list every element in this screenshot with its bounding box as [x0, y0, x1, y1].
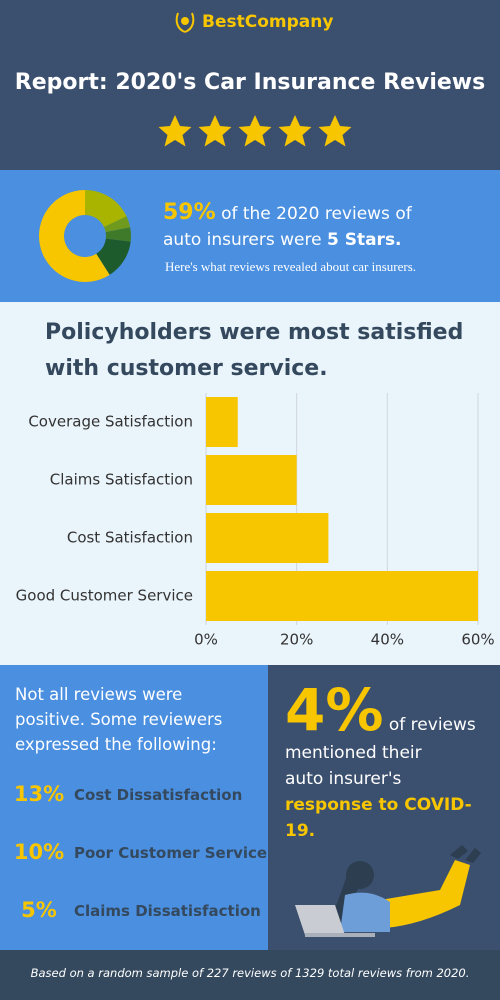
covid-text: 4% of reviews mentioned their auto insur…	[285, 680, 500, 844]
hero-percent: 59%	[163, 200, 216, 225]
donut-slice	[105, 227, 131, 242]
covid-line: auto insurer's	[285, 769, 402, 789]
heading-line: with	[45, 356, 100, 381]
x-tick-label: 40%	[371, 631, 404, 649]
hero-sub: Here's what reviews revealed about car i…	[165, 259, 417, 274]
hero-bold: 5 Stars.	[326, 230, 402, 250]
laptop	[295, 905, 345, 935]
x-tick-label: 0%	[194, 631, 218, 649]
footer	[0, 950, 500, 1000]
bar-chart: 0% 20% 40% 60% Coverage Satisfaction Claims S…	[16, 393, 495, 649]
star	[318, 115, 352, 147]
laptop-base	[305, 933, 375, 937]
negative-label: Poor Customer Service	[74, 844, 268, 862]
hero-line: of the 2020 reviews of	[221, 204, 412, 224]
star	[238, 115, 272, 147]
hero-text: 59% of the 2020 reviews of auto insurers…	[163, 200, 412, 253]
negative-percent: 5%	[21, 898, 57, 922]
negative-panel	[0, 665, 268, 950]
covid-percent: 4%	[285, 676, 384, 744]
bar	[206, 571, 478, 621]
stars	[158, 115, 352, 147]
logo-icon	[175, 12, 195, 33]
logo: BestCompany	[202, 12, 334, 32]
heading-line: Policyholders were most satisfied	[45, 320, 464, 345]
donut-slice	[38, 190, 110, 282]
footnote: Based on a random sample of 227 reviews …	[30, 966, 470, 980]
bar	[206, 455, 297, 505]
y-tick-label: Claims Satisfaction	[50, 471, 193, 489]
legs	[380, 860, 470, 928]
bar	[206, 513, 329, 563]
negative-percent: 10%	[13, 840, 65, 864]
negative-intro: Not all reviews were positive. Some revi…	[15, 685, 223, 754]
star	[198, 115, 232, 147]
negative-label: Cost Dissatisfaction	[74, 786, 243, 804]
heading: Policyholders were most satisfied with c…	[45, 315, 463, 387]
star	[158, 115, 192, 147]
negative-label: Claims Dissatisfaction	[74, 902, 261, 920]
donut-slice	[85, 190, 127, 228]
shoes	[450, 845, 481, 863]
x-tick-label: 60%	[461, 631, 494, 649]
covid-bold: response to COVID-19.	[285, 795, 472, 841]
y-tick-label: Good Customer Service	[16, 587, 193, 605]
negative-percent: 13%	[13, 782, 65, 806]
donut-slice	[104, 216, 131, 233]
hero-line: auto insurers were	[163, 230, 322, 250]
y-tick-label: Cost Satisfaction	[67, 529, 193, 547]
illustration	[295, 845, 481, 937]
body	[340, 892, 390, 932]
laurel	[175, 12, 195, 33]
donut-slice	[96, 238, 131, 275]
star	[278, 115, 312, 147]
covid-line: mentioned their	[285, 743, 422, 763]
title: Report: 2020's Car Insurance Reviews	[14, 70, 486, 95]
x-tick-label: 20%	[280, 631, 313, 649]
donut-chart	[38, 190, 131, 282]
y-tick-label: Coverage Satisfaction	[28, 413, 193, 431]
covid-line: of reviews	[388, 715, 476, 735]
bar	[206, 397, 238, 447]
heading-bold: customer service.	[106, 356, 328, 381]
logo-dot	[181, 17, 189, 25]
